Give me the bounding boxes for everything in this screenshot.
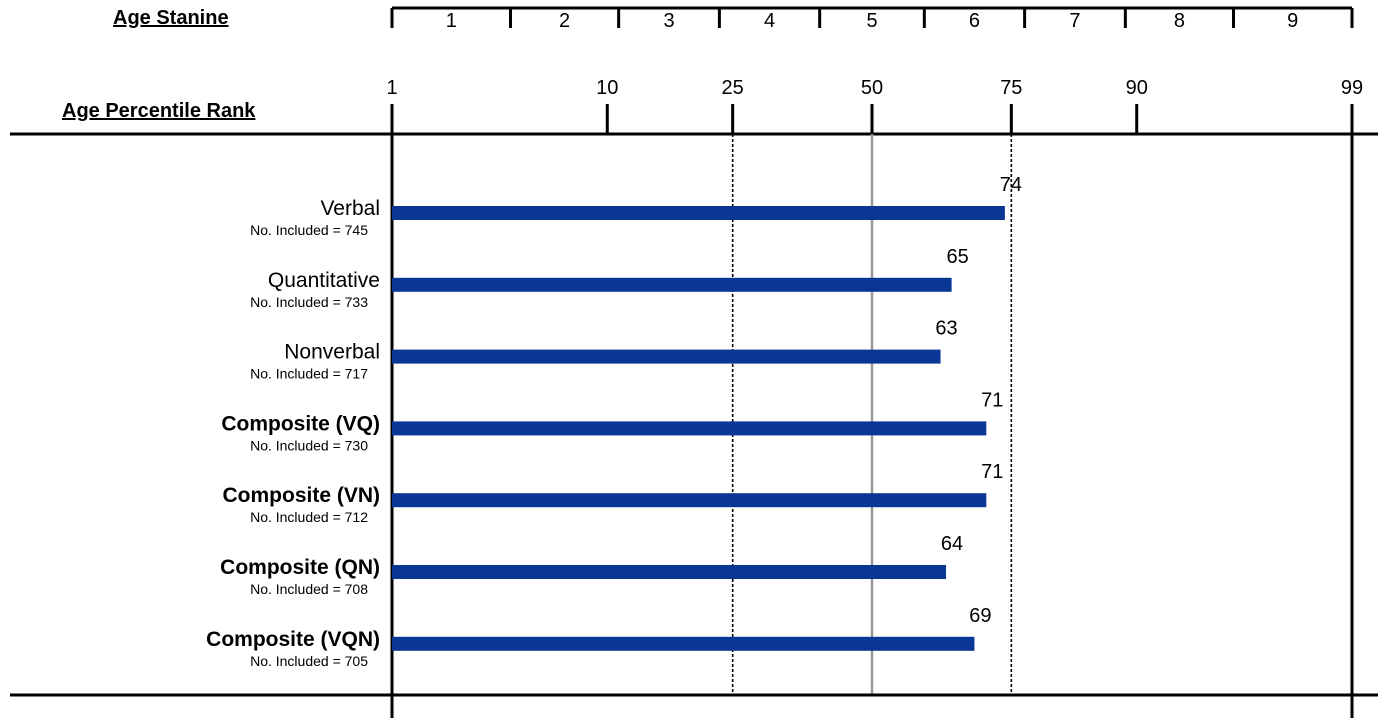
bar-value-label: 64 (941, 533, 963, 555)
bar (392, 421, 987, 436)
stanine-axis-title: Age Stanine (113, 7, 229, 29)
category-label: Quantitative (268, 269, 380, 292)
stanine-label: 7 (1069, 10, 1080, 32)
category-label: Composite (QN) (220, 556, 380, 579)
n-included-label: No. Included = 745 (250, 222, 368, 238)
n-included-label: No. Included = 708 (250, 581, 368, 597)
bar (392, 206, 1005, 220)
n-included-label: No. Included = 712 (250, 509, 368, 525)
stanine-label: 1 (446, 10, 457, 32)
n-included-label: No. Included = 705 (250, 653, 368, 669)
n-included-label: No. Included = 717 (250, 366, 368, 382)
bar-value-label: 65 (946, 246, 968, 268)
bar (392, 349, 941, 364)
percentile-axis-title: Age Percentile Rank (62, 100, 256, 122)
n-included-label: No. Included = 730 (250, 437, 368, 453)
bar (392, 565, 947, 579)
percentile-tick-label: 25 (722, 77, 744, 99)
bar (392, 277, 952, 292)
percentile-tick-label: 99 (1341, 77, 1363, 99)
bar (392, 636, 975, 651)
bar-value-label: 71 (981, 389, 1003, 411)
bar (392, 493, 987, 508)
category-label: Composite (VQN) (206, 628, 380, 651)
percentile-tick-label: 75 (1000, 77, 1022, 99)
percentile-tick-label: 90 (1126, 77, 1148, 99)
n-included-label: No. Included = 733 (250, 294, 368, 310)
bar-value-label: 69 (969, 605, 991, 627)
category-label: Composite (VQ) (221, 412, 380, 435)
bar-value-label: 71 (981, 461, 1003, 483)
percentile-tick-label: 1 (386, 77, 397, 99)
stanine-label: 6 (969, 10, 980, 32)
bar-value-label: 63 (935, 318, 957, 340)
percentile-tick-label: 50 (861, 77, 883, 99)
category-label: Composite (VN) (223, 484, 381, 507)
stanine-label: 2 (559, 10, 570, 32)
category-label: Nonverbal (284, 341, 380, 364)
stanine-label: 9 (1287, 10, 1298, 32)
category-label: Verbal (320, 197, 380, 220)
percentile-tick-label: 10 (596, 77, 618, 99)
stanine-label: 4 (764, 10, 775, 32)
stanine-label: 3 (663, 10, 674, 32)
stanine-label: 5 (866, 10, 877, 32)
stanine-label: 8 (1174, 10, 1185, 32)
bar-value-label: 74 (1000, 174, 1022, 196)
